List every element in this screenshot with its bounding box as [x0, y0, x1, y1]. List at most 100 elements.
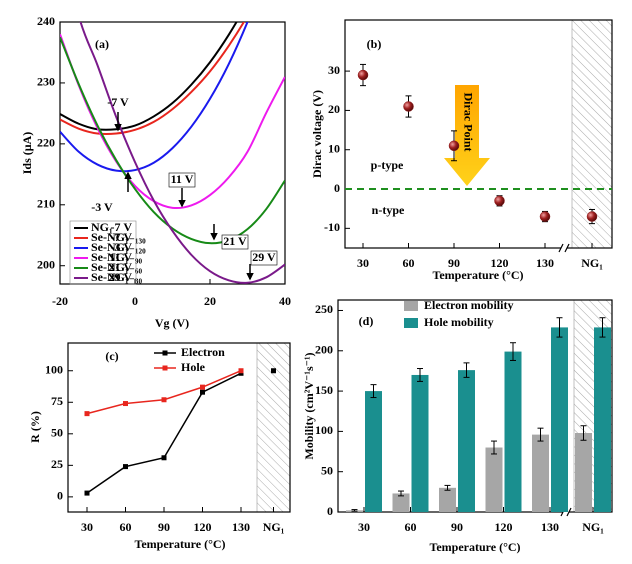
- y-tick-label: 200: [37, 257, 55, 271]
- curve: [60, 33, 285, 210]
- x-tick-label: 20: [204, 294, 216, 308]
- y-tick-label: -10: [324, 220, 340, 234]
- marker: [357, 69, 369, 81]
- annotation: n-type: [372, 203, 405, 217]
- annotation: 11 V: [171, 172, 194, 186]
- x-tick-label: 60: [403, 256, 415, 270]
- panel-label: (b): [367, 37, 382, 51]
- bar: [439, 487, 456, 512]
- x-tick-label: 30: [358, 520, 370, 534]
- marker: [161, 397, 167, 403]
- annotation-box: [250, 250, 278, 266]
- bar: [392, 493, 410, 512]
- x-tick-label: 30: [357, 256, 369, 270]
- panel-label: (d): [359, 314, 374, 328]
- y-tick-label: 220: [37, 136, 55, 150]
- legend-value: -7 V: [111, 220, 133, 234]
- bar: [504, 351, 522, 512]
- legend-value: 21 V: [109, 260, 133, 274]
- y-tick-label: 50: [51, 426, 63, 440]
- bar: [458, 370, 475, 512]
- y-tick-label: 10: [328, 141, 340, 155]
- y-tick-label: 210: [37, 197, 55, 211]
- x-tick-label: 130: [541, 520, 559, 534]
- plot-frame: [67, 342, 291, 513]
- marker: [123, 401, 128, 407]
- y-tick-label: 250: [315, 302, 333, 316]
- legend-swatch: [404, 318, 418, 328]
- marker: [84, 490, 90, 496]
- x-tick-label: 120: [491, 256, 509, 270]
- y-tick-label: 75: [51, 394, 63, 408]
- axis-break: [558, 243, 564, 253]
- annotation: 21 V: [223, 234, 247, 248]
- axis-break-gap: [561, 246, 567, 250]
- y-tick-label: 230: [37, 75, 55, 89]
- annotation: -7 V: [107, 95, 129, 109]
- legend-marker: [162, 365, 168, 371]
- x-tick-label: 120: [495, 520, 513, 534]
- bar: [551, 327, 568, 512]
- annotation-box: [168, 172, 196, 188]
- marker: [238, 368, 244, 374]
- y-tick-label: 20: [328, 102, 340, 116]
- x-tick-label: 60: [405, 520, 417, 534]
- legend-label: Se-NG₁₋₁₂₀: [91, 240, 146, 254]
- bar: [532, 434, 549, 512]
- x-tick-label: 90: [448, 256, 460, 270]
- legend-label: Electron: [181, 345, 225, 359]
- bar: [411, 374, 429, 512]
- line: [86, 370, 242, 415]
- marker: [403, 101, 414, 112]
- y-tick-label: 200: [315, 343, 333, 357]
- y-tick-label: 0: [327, 504, 333, 518]
- y-tick-label: 240: [37, 14, 55, 28]
- x-tick-label: 130: [536, 256, 554, 270]
- panel-label: (c): [105, 349, 118, 363]
- legend-label: Se-NG₁₋₆₀: [91, 260, 143, 274]
- axis-break: [564, 243, 570, 253]
- x-tick-label: 40: [279, 294, 291, 308]
- annotation: p-type: [371, 158, 404, 172]
- x-tick-label: NG₁: [263, 520, 285, 534]
- legend-label: Hole mobility: [424, 315, 494, 329]
- marker: [84, 411, 90, 417]
- marker: [448, 140, 460, 152]
- legend-marker: [162, 350, 168, 356]
- x-tick-label: -20: [52, 294, 68, 308]
- curve: [79, 22, 285, 284]
- x-axis-label: Temperature (°C): [429, 540, 520, 554]
- legend-label: Hole: [181, 360, 206, 374]
- axis-break: [566, 507, 572, 517]
- x-tick-label: 120: [194, 520, 212, 534]
- x-tick-label: 90: [158, 520, 170, 534]
- annotation: -3 V: [91, 200, 113, 214]
- legend-box: [69, 220, 137, 285]
- legend-value: -7 V: [111, 230, 133, 244]
- marker: [271, 368, 276, 374]
- legend-label: Se-NG₁₋₁₃₀: [91, 230, 146, 244]
- curve: [60, 36, 285, 245]
- x-axis-label: Temperature (°C): [134, 537, 225, 551]
- y-axis-label: Dirac voltage (V): [310, 90, 324, 178]
- x-tick-label: 90: [451, 520, 463, 534]
- x-tick-label: 60: [120, 520, 132, 534]
- legend-label: Se-NG₁₋₃₀: [91, 270, 143, 284]
- y-tick-label: 0: [57, 489, 63, 503]
- legend-value: 29 V: [109, 270, 133, 284]
- x-tick-label: 30: [81, 520, 93, 534]
- y-tick-label: 100: [45, 362, 63, 376]
- legend-label: Se-NG₁₋₉₀: [91, 250, 143, 264]
- panel-label: (a): [95, 37, 109, 51]
- y-tick-label: 50: [321, 463, 333, 477]
- x-tick-label: 130: [232, 520, 250, 534]
- marker: [494, 195, 505, 207]
- legend-value: -3 V: [111, 240, 133, 254]
- marker: [161, 455, 167, 461]
- legend-label: Electron mobility: [424, 298, 513, 312]
- legend-label: NG₁: [91, 220, 113, 234]
- legend-swatch: [404, 301, 418, 311]
- annotation: Dirac Point: [461, 93, 475, 152]
- x-tick-label: 0: [132, 294, 138, 308]
